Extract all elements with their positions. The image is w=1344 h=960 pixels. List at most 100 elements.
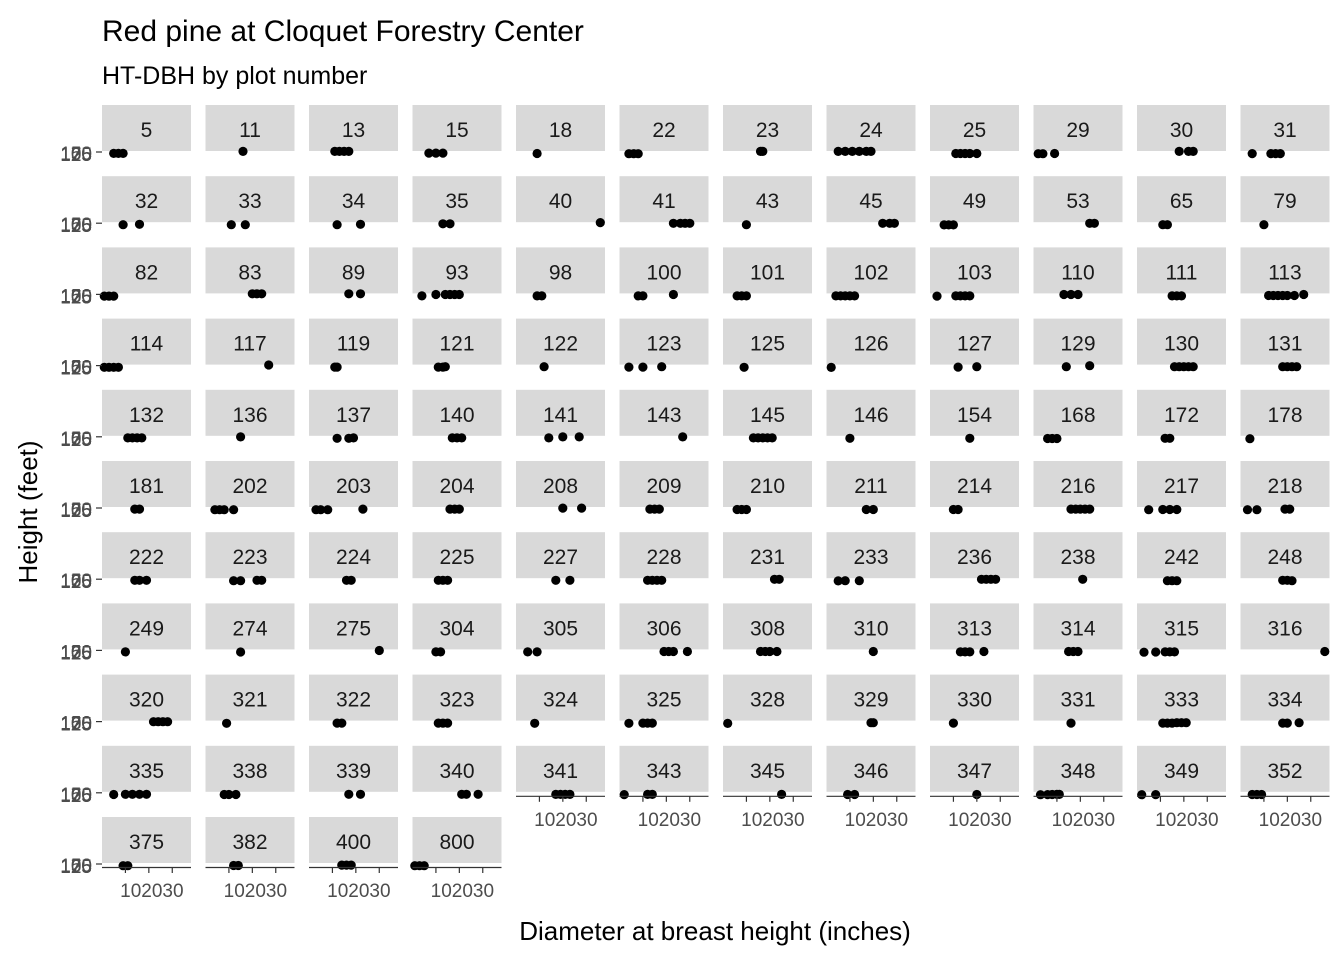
facet-strip	[619, 461, 709, 507]
data-point	[723, 718, 733, 729]
data-point	[868, 718, 878, 728]
facet-label: 131	[1267, 333, 1302, 356]
facet-strip	[930, 532, 1019, 579]
y-tick-label: 100	[60, 500, 92, 521]
data-point	[332, 433, 342, 443]
facet-strip	[826, 318, 916, 365]
data-point	[445, 219, 455, 229]
y-tick-label: 25	[71, 216, 92, 237]
data-point	[777, 789, 787, 800]
data-point	[840, 576, 850, 586]
facet-label: 114	[130, 333, 164, 356]
facet-label: 314	[1060, 617, 1095, 640]
data-point	[1162, 220, 1172, 230]
data-point	[826, 362, 836, 372]
y-tick-label: 100	[60, 856, 92, 877]
facet-strip	[723, 532, 812, 579]
y-tick-label: 50	[71, 785, 92, 806]
y-tick-label: 100	[60, 215, 92, 236]
data-point	[1137, 790, 1147, 800]
facet-label: 181	[129, 475, 164, 498]
facet-strip	[102, 674, 191, 721]
facet-strip	[826, 389, 916, 436]
y-tick-label: 75	[71, 643, 92, 664]
data-point	[551, 575, 561, 585]
data-point	[1275, 149, 1285, 159]
data-point	[233, 860, 243, 871]
y-tick-label: 50	[71, 642, 92, 663]
facet-label: 224	[336, 546, 371, 569]
data-point	[457, 433, 467, 443]
data-point	[443, 718, 453, 728]
facet-strip	[930, 318, 1019, 365]
facet-strip	[1033, 389, 1123, 436]
data-point	[454, 289, 464, 300]
facet-strip	[930, 247, 1019, 294]
data-point	[120, 647, 130, 657]
data-point	[577, 503, 587, 513]
data-point	[1151, 790, 1161, 800]
data-point	[558, 503, 568, 513]
data-point	[1061, 362, 1071, 372]
facet-strip	[1033, 461, 1123, 507]
y-tick-label: 25	[71, 643, 92, 664]
data-point	[866, 146, 876, 156]
facet-strip	[412, 603, 502, 650]
data-point	[638, 362, 648, 372]
data-point	[1165, 433, 1175, 443]
data-point	[236, 576, 246, 586]
facet-label: 203	[336, 475, 371, 498]
facet-strip	[516, 603, 605, 650]
facet-strip	[205, 532, 295, 579]
data-point	[1052, 433, 1062, 444]
facet-strip	[309, 105, 398, 151]
facet-strip	[619, 674, 709, 721]
facet-label: 140	[439, 404, 474, 427]
facet-label: 65	[1170, 190, 1193, 213]
facet-label: 100	[646, 261, 681, 284]
data-point	[332, 362, 342, 372]
facet-strip	[1240, 745, 1330, 792]
data-point	[461, 789, 471, 799]
facet-strip	[1033, 674, 1123, 721]
facet-strip	[1033, 318, 1123, 365]
facet-label: 349	[1164, 760, 1199, 783]
facet-label: 129	[1060, 333, 1095, 356]
facet-strip	[1137, 603, 1226, 650]
facet-strip	[102, 318, 191, 365]
facet-label: 145	[750, 404, 785, 427]
facet-label: 31	[1273, 119, 1296, 142]
data-point	[1294, 718, 1304, 728]
data-point	[127, 789, 137, 799]
facet-strip	[1137, 176, 1226, 223]
chart-subtitle: HT-DBH by plot number	[102, 62, 367, 90]
y-tick-label: 125	[60, 359, 92, 380]
facet-strip	[516, 105, 605, 151]
facet-strip	[1240, 318, 1330, 365]
data-point	[619, 790, 629, 800]
data-point	[1038, 149, 1048, 159]
facet-label: 218	[1267, 475, 1302, 498]
x-tick-labels: 102030	[948, 810, 1011, 831]
facet-strip	[1137, 105, 1226, 151]
facet-label: 216	[1060, 475, 1095, 498]
data-point	[850, 291, 860, 301]
facet-label: 238	[1060, 546, 1095, 569]
facet-label: 103	[957, 261, 992, 284]
data-point	[595, 218, 605, 228]
facet-label: 343	[646, 760, 681, 783]
data-point	[965, 291, 975, 301]
facet-strip	[309, 318, 398, 365]
data-point	[134, 789, 145, 799]
facet-strip	[412, 247, 502, 294]
y-tick-label: 100	[60, 358, 92, 379]
y-tick-label: 25	[71, 857, 92, 878]
facet-label: 13	[342, 119, 365, 142]
x-tick-labels: 102030	[120, 881, 183, 902]
data-point	[965, 647, 975, 657]
facet-strip	[309, 532, 398, 579]
facet-strip	[1240, 603, 1330, 650]
facet-label: 122	[543, 333, 578, 356]
data-point	[682, 646, 693, 657]
